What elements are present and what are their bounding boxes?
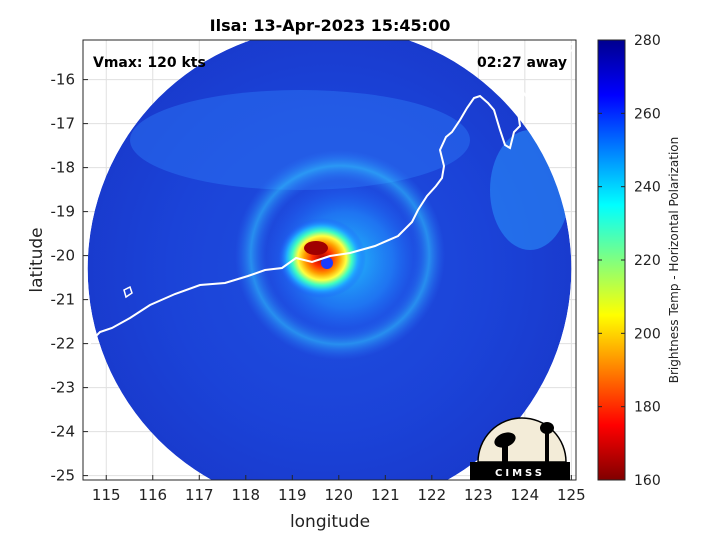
colorbar-ticks: 280 260 240 220 200 180 160 [598,33,661,489]
x-axis-label: longitude [290,512,370,532]
y-tick-label: -19 [51,203,76,221]
y-tick-label: -23 [51,379,76,397]
x-tick-label: 123 [464,486,493,504]
colorbar-tick-label: 280 [634,33,661,49]
y-tick-label: -20 [51,247,76,265]
cimss-logo: CIMSS [470,417,570,480]
chart-title: Ilsa: 13-Apr-2023 15:45:00 [210,16,451,35]
logo-tower [545,430,549,462]
eye [321,257,333,269]
colorbar-tick-label: 260 [634,106,661,122]
logo-dish-mount [502,444,508,462]
x-tick-label: 119 [278,486,307,504]
logo-tower-top [540,422,554,434]
y-axis-label: latitude [27,227,47,292]
colorbar-tick-label: 240 [634,180,661,196]
colorbar-label: Brightness Temp - Horizontal Polarizatio… [667,137,681,384]
x-tick-label: 117 [185,486,214,504]
x-tick-label: 121 [371,486,400,504]
x-tick-label: 120 [324,486,353,504]
brightness-swath [83,40,576,480]
axes-frame [82,39,577,481]
colorbar-tick-label: 200 [634,326,661,342]
coastline-islands [123,41,576,299]
y-axis-ticks: -16 -17 -18 -19 -20 -21 -22 -23 -24 -25 [51,71,88,485]
logo-banner [470,462,570,480]
vmax-annotation: Vmax: 120 kts [93,55,206,71]
y-tick-label: -24 [51,423,76,441]
y-tick-label: -16 [51,71,76,89]
x-tick-label: 124 [511,486,540,504]
y-tick-label: -22 [51,335,76,353]
y-tick-label: -25 [51,467,76,485]
y-tick-label: -21 [51,291,76,309]
hot-spot [304,241,328,255]
time-away-annotation: 02:27 away [477,55,567,71]
colorbar-tick-label: 220 [634,253,661,269]
y-tick-label: -18 [51,159,76,177]
y-tick-label: -17 [51,115,76,133]
coastline [83,86,567,356]
x-tick-label: 118 [231,486,260,504]
x-axis-ticks: 115 116 117 118 119 120 121 122 123 124 125 [92,475,586,504]
logo-dish [494,432,516,448]
logo-text: CIMSS [495,468,545,479]
colorbar [597,39,626,481]
x-tick-label: 125 [557,486,586,504]
colorbar-tick-label: 160 [634,473,661,489]
x-tick-label: 115 [92,486,121,504]
x-tick-label: 122 [418,486,447,504]
colorbar-tick-label: 180 [634,400,661,416]
x-tick-label: 116 [138,486,167,504]
